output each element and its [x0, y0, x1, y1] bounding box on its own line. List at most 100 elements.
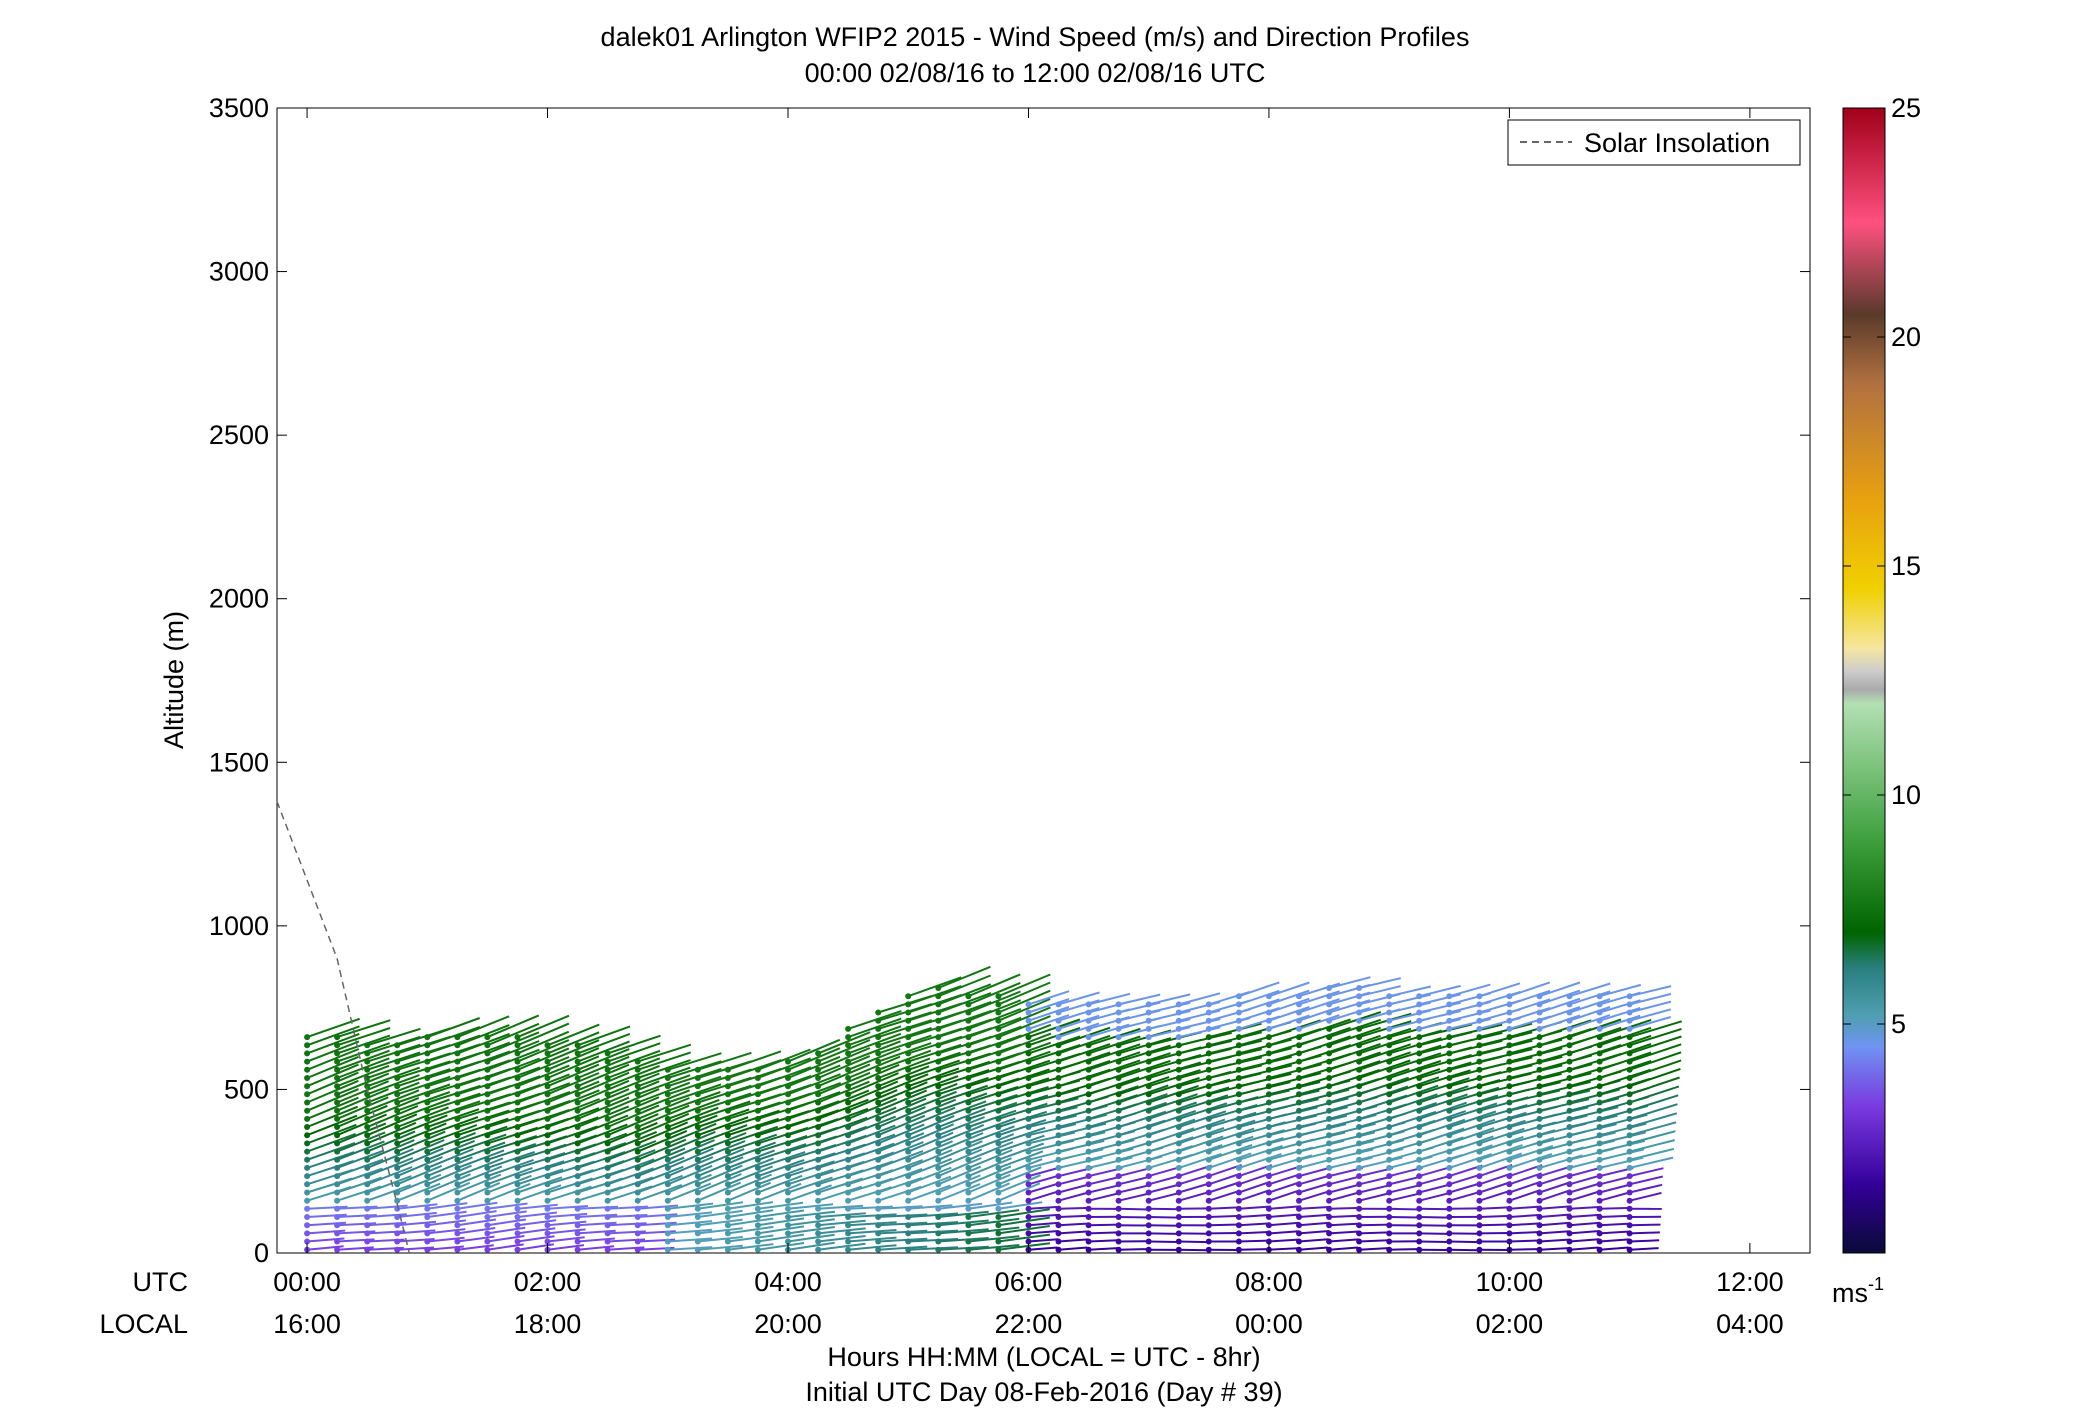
wind-gate-point: [1205, 1017, 1212, 1024]
wind-gate-point: [1145, 1001, 1152, 1008]
wind-barb: [1629, 1059, 1682, 1079]
wind-barb: [1178, 1018, 1221, 1030]
wind-barb: [1208, 1064, 1263, 1079]
wind-gate-point: [754, 1164, 761, 1171]
wind-gate-point: [754, 1099, 761, 1106]
wind-barb: [1088, 1051, 1141, 1071]
wind-barb: [1238, 1089, 1290, 1104]
wind-gate-point: [664, 1140, 671, 1147]
wind-gate-point: [334, 1115, 341, 1122]
wind-gate-point: [1446, 1115, 1453, 1122]
wind-gate-point: [1265, 1075, 1272, 1081]
wind-barb: [998, 1182, 1041, 1202]
wind-barb: [727, 1225, 774, 1235]
wind-barb: [907, 1114, 955, 1137]
wind-gate-point: [544, 1230, 551, 1237]
wind-barb: [336, 1049, 390, 1071]
wind-gate-point: [845, 1132, 852, 1139]
wind-gate-point: [1235, 1164, 1242, 1171]
wind-barb: [727, 1109, 780, 1128]
x-tick-label-local: 04:00: [1716, 1309, 1784, 1339]
wind-gate-point: [454, 1189, 461, 1196]
wind-gate-point: [1596, 993, 1603, 1000]
wind-gate-point: [1536, 1189, 1543, 1196]
wind-gate-point: [574, 1197, 581, 1204]
wind-barb: [1448, 1152, 1493, 1169]
wind-gate-point: [1416, 1164, 1423, 1171]
wind-barb: [1208, 1048, 1263, 1063]
wind-barb: [306, 1055, 359, 1079]
wind-barb: [727, 1125, 779, 1145]
wind-barb: [637, 1147, 686, 1169]
wind-gate-point: [394, 1091, 401, 1098]
wind-gate-point: [1386, 1034, 1393, 1041]
wind-gate-point: [815, 1050, 822, 1057]
wind-gate-point: [604, 1140, 611, 1147]
wind-barb: [1599, 1156, 1644, 1169]
wind-barb: [878, 1245, 928, 1251]
wind-barb: [787, 1109, 840, 1128]
wind-gate-point: [785, 1132, 791, 1139]
wind-gate-point: [935, 1214, 942, 1220]
wind-barb: [998, 1032, 1052, 1055]
wind-gate-point: [815, 1148, 822, 1155]
wind-barb: [1208, 1214, 1241, 1218]
wind-gate-point: [1265, 1173, 1272, 1180]
wind-barb: [336, 1034, 391, 1055]
wind-gate-point: [1596, 1238, 1603, 1245]
wind-gate-point: [1626, 1050, 1633, 1057]
x-tick-label-utc: 00:00: [273, 1267, 341, 1297]
wind-gate-point: [815, 1214, 822, 1220]
wind-barb: [907, 1067, 960, 1088]
wind-barb: [1629, 1139, 1675, 1153]
wind-gate-point: [1506, 993, 1513, 1000]
wind-barb: [1569, 1035, 1622, 1055]
wind-barb: [697, 1236, 743, 1243]
wind-gate-point: [1356, 1099, 1363, 1106]
wind-gate-point: [995, 1058, 1002, 1065]
wind-barb: [697, 1201, 744, 1210]
wind-barb: [1449, 1039, 1503, 1055]
wind-gate-point: [1115, 1181, 1122, 1188]
wind-gate-point: [815, 1124, 822, 1130]
wind-barb: [1629, 1223, 1661, 1227]
wind-gate-point: [1446, 1099, 1453, 1106]
wind-gate-point: [995, 1156, 1002, 1163]
wind-gate-point: [304, 1083, 311, 1090]
wind-gate-point: [935, 1222, 942, 1229]
wind-gate-point: [1265, 1197, 1272, 1204]
wind-gate-point: [1085, 1099, 1092, 1106]
wind-gate-point: [875, 1083, 882, 1090]
wind-gate-point: [1596, 1230, 1603, 1237]
wind-gate-point: [1566, 1025, 1573, 1032]
wind-gate-point: [965, 1246, 972, 1253]
wind-gate-point: [514, 1230, 521, 1237]
wind-barb: [1028, 1230, 1059, 1235]
wind-barb: [547, 1125, 598, 1145]
wind-barb: [848, 1205, 893, 1210]
wind-gate-point: [1326, 1066, 1333, 1073]
wind-gate-point: [1145, 1042, 1152, 1049]
wind-gate-point: [1145, 1214, 1152, 1220]
wind-gate-point: [1145, 1025, 1152, 1032]
wind-barb: [1388, 1068, 1441, 1088]
wind-barb: [1328, 1122, 1376, 1137]
wind-gate-point: [1476, 1058, 1483, 1065]
wind-gate-point: [1476, 1230, 1483, 1237]
wind-gate-point: [664, 1189, 671, 1196]
wind-barb: [1358, 1035, 1412, 1055]
wind-gate-point: [905, 1042, 912, 1049]
wind-gate-point: [694, 1230, 701, 1237]
x-tick-label-local: 16:00: [273, 1309, 341, 1339]
wind-barb: [1629, 985, 1672, 998]
x-tick-label-utc: 04:00: [754, 1267, 822, 1297]
wind-gate-point: [724, 1115, 731, 1122]
wind-barb: [907, 1166, 952, 1186]
wind-barb: [908, 1204, 953, 1210]
wind-gate-point: [1446, 1107, 1453, 1114]
wind-gate-point: [1536, 1083, 1543, 1090]
wind-gate-point: [995, 1009, 1002, 1016]
wind-barb: [1178, 1026, 1221, 1039]
wind-gate-point: [815, 1156, 822, 1163]
wind-gate-point: [424, 1164, 431, 1171]
